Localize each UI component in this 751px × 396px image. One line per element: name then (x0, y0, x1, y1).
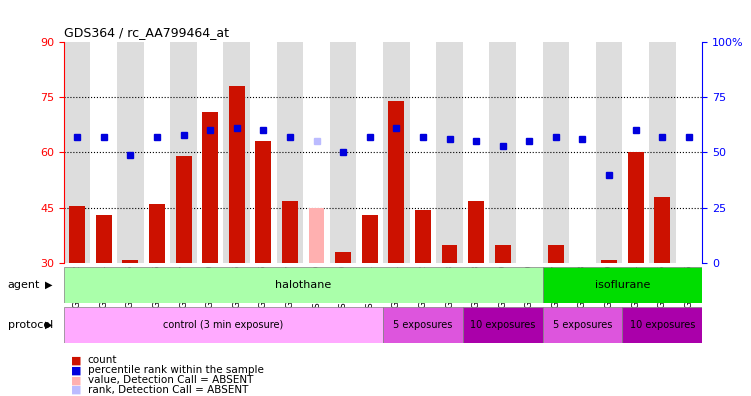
Text: control (3 min exposure): control (3 min exposure) (163, 320, 284, 330)
Text: ■: ■ (71, 365, 82, 375)
Text: ■: ■ (71, 375, 82, 385)
Bar (69, 206, 85, 263)
Bar (543, 42, 569, 263)
Bar (224, 42, 250, 263)
Bar (676, 42, 702, 263)
Bar (623, 307, 702, 343)
Text: ■: ■ (71, 355, 82, 366)
Bar (122, 260, 138, 263)
Bar (596, 42, 623, 263)
Bar (463, 42, 490, 263)
Bar (255, 141, 271, 263)
Text: isoflurane: isoflurane (595, 280, 650, 290)
Bar (250, 42, 276, 263)
Bar (601, 260, 617, 263)
Bar (229, 86, 245, 263)
Text: GDS364 / rc_AA799464_at: GDS364 / rc_AA799464_at (64, 26, 229, 39)
Bar (569, 42, 596, 263)
Text: 5 exposures: 5 exposures (553, 320, 612, 330)
Bar (143, 42, 170, 263)
Bar (516, 42, 543, 263)
Bar (170, 42, 197, 263)
Bar (64, 267, 542, 303)
Text: protocol: protocol (8, 320, 53, 330)
Bar (202, 112, 218, 263)
Text: percentile rank within the sample: percentile rank within the sample (88, 365, 264, 375)
Bar (490, 42, 516, 263)
Bar (548, 245, 564, 263)
Text: ■: ■ (71, 385, 82, 395)
Bar (335, 252, 351, 263)
Text: count: count (88, 355, 117, 366)
Text: rank, Detection Call = ABSENT: rank, Detection Call = ABSENT (88, 385, 249, 395)
Bar (649, 42, 676, 263)
Bar (309, 208, 324, 263)
Bar (90, 42, 117, 263)
Bar (623, 42, 649, 263)
Bar (357, 42, 383, 263)
Bar (542, 267, 702, 303)
Text: halothane: halothane (275, 280, 331, 290)
Bar (463, 307, 543, 343)
Text: 10 exposures: 10 exposures (470, 320, 535, 330)
Bar (176, 156, 192, 263)
Bar (542, 307, 623, 343)
Bar (575, 263, 590, 267)
Bar (495, 245, 511, 263)
Bar (468, 200, 484, 263)
Bar (197, 42, 224, 263)
Bar (149, 204, 165, 263)
Bar (282, 200, 298, 263)
Bar (276, 42, 303, 263)
Text: ▶: ▶ (45, 280, 53, 290)
Bar (64, 307, 383, 343)
Text: 10 exposures: 10 exposures (629, 320, 695, 330)
Bar (117, 42, 143, 263)
Bar (388, 101, 404, 263)
Bar (330, 42, 357, 263)
Text: agent: agent (8, 280, 40, 290)
Bar (521, 263, 537, 300)
Bar (383, 42, 409, 263)
Bar (383, 307, 463, 343)
Bar (415, 210, 431, 263)
Text: value, Detection Call = ABSENT: value, Detection Call = ABSENT (88, 375, 253, 385)
Text: 5 exposures: 5 exposures (394, 320, 453, 330)
Bar (681, 263, 697, 282)
Bar (362, 215, 378, 263)
Bar (442, 245, 457, 263)
Text: ▶: ▶ (45, 320, 53, 330)
Bar (654, 197, 671, 263)
Bar (628, 152, 644, 263)
Bar (303, 42, 330, 263)
Bar (64, 42, 90, 263)
Bar (409, 42, 436, 263)
Bar (96, 215, 112, 263)
Bar (436, 42, 463, 263)
